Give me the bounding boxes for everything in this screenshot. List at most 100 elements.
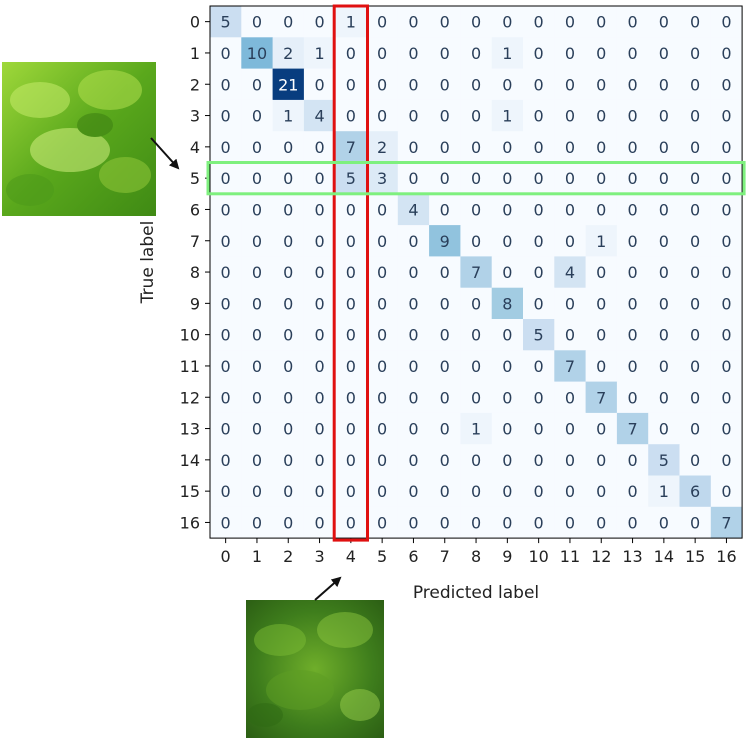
cell-value: 0	[283, 138, 293, 157]
cell-value: 0	[377, 263, 387, 282]
cell-value: 0	[721, 420, 731, 439]
cell-value: 0	[534, 75, 544, 94]
cell-value: 0	[471, 357, 481, 376]
heatmap-cell	[303, 412, 336, 445]
heatmap-cell	[679, 350, 712, 382]
cell-value: 0	[690, 13, 700, 32]
cell-value: 0	[252, 169, 262, 188]
heatmap-cell	[272, 99, 305, 132]
heatmap-cell	[210, 506, 242, 539]
heatmap-cell	[523, 319, 555, 351]
heatmap-cell	[491, 99, 524, 132]
cell-value: 0	[659, 169, 669, 188]
cell-value: 0	[690, 513, 700, 532]
heatmap-cell	[397, 193, 430, 226]
cell-value: 0	[596, 294, 606, 313]
heatmap-cell	[210, 68, 242, 101]
heatmap-cell	[335, 37, 367, 69]
cell-value: 0	[221, 451, 231, 470]
heatmap-cell	[335, 162, 367, 195]
heatmap-cell	[585, 193, 618, 226]
heatmap-cell	[460, 256, 493, 289]
y-tick-label: 0	[190, 13, 200, 32]
heatmap-cell	[585, 381, 618, 414]
cell-value: 0	[346, 388, 356, 407]
cell-value: 0	[690, 357, 700, 376]
cell-value: 0	[314, 263, 324, 282]
heatmap-cell	[241, 256, 273, 289]
heatmap-cell	[429, 193, 461, 226]
heatmap-cell	[272, 319, 305, 351]
heatmap-cell	[491, 475, 524, 508]
heatmap-cell	[429, 68, 461, 101]
cell-value: 0	[565, 75, 575, 94]
cell-value: 0	[408, 357, 418, 376]
cell-value: 0	[283, 169, 293, 188]
heatmap-cell	[491, 287, 524, 320]
heatmap-cell	[616, 412, 649, 445]
heatmap-cell	[335, 381, 367, 414]
heatmap-cell	[460, 475, 493, 508]
heatmap-cell	[335, 131, 367, 163]
cell-value: 0	[221, 44, 231, 63]
cell-value: 0	[471, 200, 481, 219]
heatmap-cell	[710, 412, 743, 445]
cell-value: 0	[659, 44, 669, 63]
cell-value: 0	[721, 138, 731, 157]
cell-value: 0	[627, 44, 637, 63]
heatmap-cell	[241, 68, 273, 101]
x-axis-ticks: 0 1 2 3 4 5 6 7 8 9 10 11 12 13 14 15 16	[221, 538, 737, 566]
lettuce-photo-predicted-4	[246, 600, 384, 738]
cell-value: 0	[596, 326, 606, 345]
cell-value: 5	[534, 326, 544, 345]
highlight-column-4	[332, 4, 370, 542]
heatmap-cell	[710, 131, 743, 163]
cell-value: 0	[283, 451, 293, 470]
cell-value: 0	[346, 451, 356, 470]
heatmap-cell	[491, 381, 524, 414]
heatmap-cell	[648, 68, 680, 101]
heatmap-cell	[585, 444, 618, 476]
heatmap-cell	[554, 287, 586, 320]
heatmap-cell	[303, 319, 336, 351]
heatmap-cell	[460, 506, 493, 539]
heatmap-cell	[460, 37, 493, 69]
heatmap-cell	[554, 256, 586, 289]
cell-value: 0	[252, 451, 262, 470]
cell-value: 1	[314, 44, 324, 63]
heatmap-cell	[272, 131, 305, 163]
cell-value: 0	[346, 44, 356, 63]
cell-value: 0	[721, 13, 731, 32]
y-tick-label: 7	[190, 232, 200, 251]
cell-value: 0	[283, 420, 293, 439]
cell-value: 0	[659, 357, 669, 376]
heatmap-cell	[460, 412, 493, 445]
heatmap-cell	[491, 225, 524, 257]
heatmap-cell	[241, 99, 273, 132]
cell-value: 0	[283, 482, 293, 501]
cell-value: 0	[377, 232, 387, 251]
heatmap-cell	[585, 256, 618, 289]
cell-value: 0	[346, 263, 356, 282]
heatmap-cell	[648, 475, 680, 508]
y-tick-label: 4	[190, 138, 200, 157]
heatmap-cell	[366, 412, 399, 445]
heatmap-cell	[397, 6, 430, 38]
heatmap-cell	[272, 506, 305, 539]
heatmap-cell	[397, 444, 430, 476]
cell-value: 0	[314, 169, 324, 188]
heatmap-cell	[210, 381, 242, 414]
cell-value: 0	[377, 357, 387, 376]
heatmap-cell	[616, 444, 649, 476]
heatmap-cell	[648, 99, 680, 132]
cell-value: 0	[221, 200, 231, 219]
cell-value: 0	[502, 482, 512, 501]
cell-value: 0	[596, 263, 606, 282]
heatmap-cell	[648, 350, 680, 382]
heatmap-cell	[585, 68, 618, 101]
heatmap-cell	[710, 193, 743, 226]
cell-value: 0	[408, 138, 418, 157]
cell-value: 0	[502, 138, 512, 157]
y-tick-label: 10	[180, 326, 200, 345]
cell-value: 0	[283, 388, 293, 407]
